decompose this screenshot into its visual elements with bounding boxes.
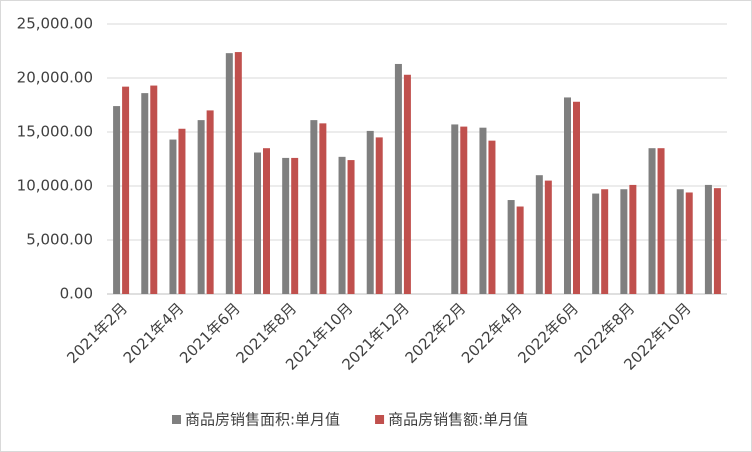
bar — [282, 157, 290, 294]
bar — [516, 206, 524, 294]
y-tick-label: 0.00 — [60, 285, 93, 303]
legend-swatch — [375, 415, 385, 424]
bar — [713, 188, 721, 294]
bar — [535, 175, 543, 294]
bar — [197, 120, 205, 295]
bar — [169, 139, 177, 294]
bar — [178, 128, 186, 294]
bar — [319, 123, 327, 294]
bar — [263, 148, 270, 294]
bar — [113, 106, 121, 294]
legend-label: 商品房销售额:单月值 — [388, 411, 528, 429]
bar — [488, 140, 496, 294]
y-tick-label: 10,000.00 — [17, 177, 93, 195]
bar — [291, 157, 299, 294]
y-tick-label: 25,000.00 — [17, 15, 93, 33]
bar — [375, 137, 383, 294]
bar — [685, 192, 693, 294]
bar — [704, 184, 712, 294]
bar — [394, 63, 402, 295]
bar — [141, 93, 149, 295]
bar — [451, 124, 459, 294]
bar — [122, 86, 130, 294]
legend-label: 商品房销售面积:单月值 — [185, 411, 340, 429]
bar — [225, 53, 233, 294]
legend-swatch — [172, 415, 181, 424]
bar — [460, 126, 468, 294]
bar — [403, 74, 411, 294]
bar — [601, 189, 609, 294]
bar — [150, 85, 158, 294]
bar — [206, 110, 214, 295]
bar — [254, 152, 261, 294]
bar — [573, 101, 580, 294]
y-tick-label: 20,000.00 — [17, 69, 93, 87]
bar — [657, 148, 665, 294]
y-tick-label: 5,000.00 — [26, 231, 93, 249]
bar — [366, 130, 374, 294]
bar — [347, 160, 355, 294]
y-tick-label: 15,000.00 — [17, 123, 93, 141]
bar — [234, 52, 242, 294]
bar — [648, 148, 656, 294]
bar — [544, 180, 552, 294]
bar — [620, 189, 628, 294]
bar — [629, 184, 637, 294]
bar — [338, 156, 346, 294]
bar — [564, 97, 571, 294]
bar — [507, 200, 515, 294]
bar — [676, 189, 684, 294]
bar — [310, 120, 318, 295]
bar — [592, 193, 600, 294]
bar — [479, 127, 487, 295]
